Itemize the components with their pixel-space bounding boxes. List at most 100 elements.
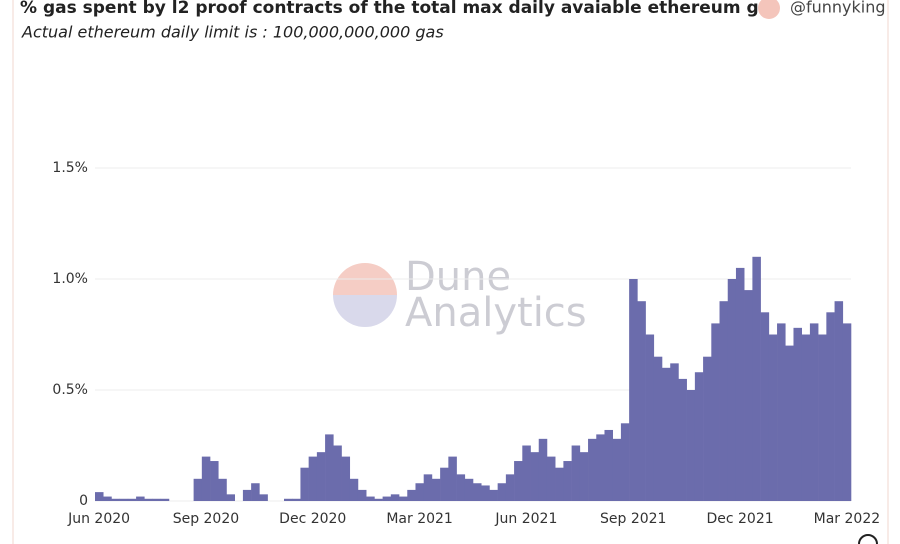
bar	[226, 494, 235, 501]
bar	[160, 498, 170, 501]
bar	[103, 496, 112, 501]
bar	[563, 461, 572, 501]
bar	[127, 498, 137, 501]
bar	[284, 498, 293, 501]
bar	[571, 445, 581, 501]
bar	[407, 489, 416, 501]
y-tick-label: 0	[79, 493, 88, 509]
bar	[735, 267, 745, 501]
bar	[809, 323, 819, 501]
bar	[456, 474, 466, 501]
bar	[481, 485, 490, 501]
bar	[522, 445, 531, 501]
bar	[357, 489, 367, 501]
bar	[744, 290, 753, 501]
bar	[448, 456, 457, 501]
bar	[464, 478, 474, 501]
bar	[752, 256, 761, 501]
bar	[259, 494, 268, 501]
bar	[826, 312, 835, 501]
chart-title: % gas spent by l2 proof contracts of the…	[20, 0, 780, 18]
clock-icon	[858, 534, 878, 544]
bar	[538, 438, 548, 501]
bar	[415, 483, 424, 501]
bar	[440, 467, 449, 501]
bar	[325, 434, 334, 501]
bar	[119, 498, 129, 501]
bar	[645, 334, 655, 501]
author: @funnyking	[790, 0, 886, 17]
bar	[801, 334, 811, 501]
axes: 0 0.5% 1.0% 1.5% Jun 2020 Sep 2020 Dec 2020 Mar…	[52, 160, 880, 527]
bar	[596, 434, 605, 501]
bar	[530, 452, 540, 501]
bar	[366, 496, 375, 501]
bar	[210, 461, 219, 501]
x-tick-label: Mar 2022	[814, 511, 881, 527]
bar	[431, 478, 441, 501]
bar	[514, 461, 523, 501]
bar	[333, 445, 342, 501]
y-tick-label: 0.5%	[52, 382, 88, 398]
bar	[793, 327, 802, 501]
bar	[144, 498, 153, 501]
x-tick-label: Jun 2020	[67, 511, 130, 527]
bar	[777, 323, 786, 501]
bar	[152, 498, 162, 501]
bar	[555, 467, 564, 501]
bar	[423, 474, 433, 501]
bar	[768, 334, 778, 501]
bar	[703, 356, 712, 501]
x-tick-label: Mar 2021	[386, 511, 453, 527]
bar	[694, 372, 704, 501]
bar	[637, 301, 646, 501]
bar	[727, 279, 737, 501]
x-tick-label: Dec 2020	[279, 511, 346, 527]
x-tick-label: Jun 2021	[494, 511, 557, 527]
bar	[711, 323, 720, 501]
bar	[136, 496, 145, 501]
bar	[842, 323, 852, 501]
x-tick-label: Sep 2021	[600, 511, 666, 527]
author-avatar	[758, 0, 780, 19]
bar	[653, 356, 663, 501]
bar	[349, 478, 359, 501]
bar	[662, 367, 671, 501]
bar	[300, 467, 309, 501]
y-tick-label: 1.5%	[52, 160, 88, 176]
bar	[308, 456, 318, 501]
y-tick-label: 1.0%	[52, 271, 88, 287]
bar	[489, 489, 498, 501]
bar	[620, 423, 630, 501]
chart-subtitle: Actual ethereum daily limit is : 100,000…	[21, 23, 444, 42]
bar	[629, 279, 638, 501]
bar	[604, 429, 613, 501]
x-tick-label: Dec 2021	[706, 511, 773, 527]
watermark-text: Analytics	[405, 290, 587, 336]
bar	[612, 438, 622, 501]
bar	[497, 483, 507, 501]
bar	[579, 452, 589, 501]
bar	[111, 498, 120, 501]
bar	[374, 498, 383, 501]
bar	[834, 301, 844, 501]
bar	[546, 456, 556, 501]
bar	[399, 496, 408, 501]
x-tick-label: Sep 2020	[173, 511, 239, 527]
bar	[390, 494, 400, 501]
bar	[316, 452, 326, 501]
bar	[242, 489, 252, 501]
bar	[588, 438, 597, 501]
bar	[251, 483, 260, 501]
bar	[505, 474, 515, 501]
bar	[670, 363, 679, 501]
bar	[292, 498, 301, 501]
bar	[193, 478, 203, 501]
bar	[382, 496, 392, 501]
bars	[95, 256, 852, 501]
bar	[201, 456, 211, 501]
bar	[678, 378, 687, 501]
bar	[719, 301, 729, 501]
